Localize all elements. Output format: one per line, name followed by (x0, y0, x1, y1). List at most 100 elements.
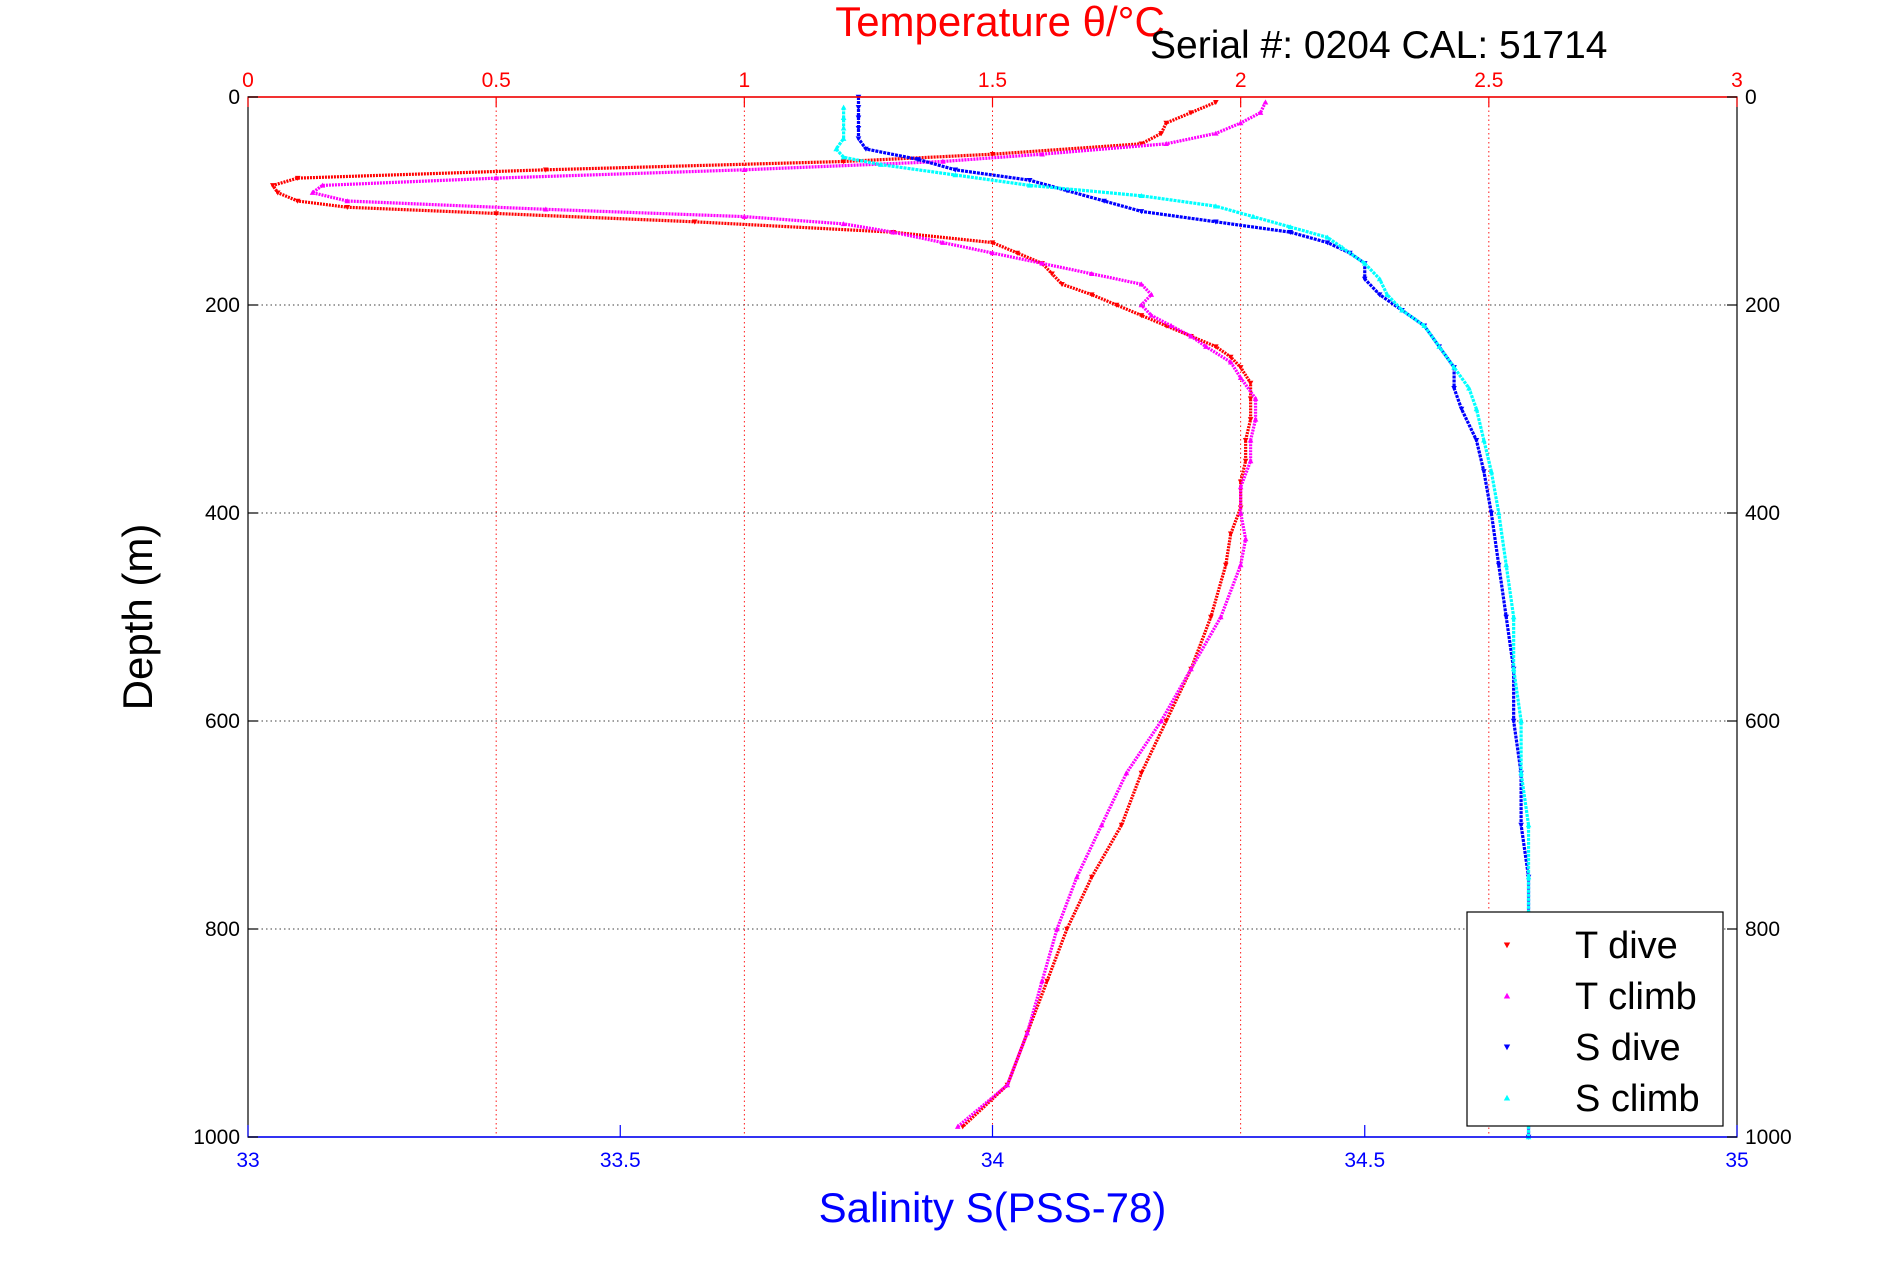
depth-tick-label-right: 800 (1745, 918, 1780, 941)
data-point-s-dive (1451, 385, 1457, 391)
data-point-s-climb (1324, 234, 1331, 240)
data-point-t-climb (1213, 130, 1219, 136)
legend-label-s-climb: S climb (1575, 1078, 1700, 1120)
data-point-t-dive (1138, 770, 1145, 776)
data-point-s-climb (1481, 437, 1487, 443)
series-t-climb (309, 99, 1269, 1129)
data-point-s-climb (1510, 666, 1517, 672)
data-point-s-climb (833, 146, 839, 152)
data-point-s-climb (840, 135, 847, 141)
data-point-t-dive (294, 198, 301, 204)
data-point-t-climb (309, 189, 316, 195)
data-point-t-climb (1188, 333, 1194, 339)
data-point-s-climb (1287, 224, 1294, 230)
depth-tick-label-left: 0 (228, 86, 240, 109)
data-point-s-climb (1518, 770, 1524, 776)
data-point-s-climb (1361, 260, 1368, 266)
data-point-s-dive (1473, 437, 1480, 443)
legend-label-s-dive: S dive (1575, 1027, 1681, 1069)
data-point-s-climb (1436, 343, 1442, 349)
data-point-t-dive (1163, 718, 1170, 724)
legend-marker-t-climb (1503, 992, 1511, 999)
data-point-t-climb (1252, 416, 1259, 422)
data-point-s-dive (1324, 240, 1331, 246)
depth-tick-label-left: 400 (205, 502, 240, 525)
data-point-s-climb (1525, 822, 1532, 828)
data-point-s-dive (1495, 562, 1502, 568)
series-t-dive (270, 99, 1254, 1130)
data-point-t-dive (1014, 250, 1021, 256)
data-point-s-climb (1495, 510, 1502, 516)
data-point-t-climb (1088, 271, 1095, 277)
data-point-s-dive (1376, 292, 1383, 298)
data-point-t-climb (1138, 302, 1145, 308)
salinity-tick-label: 33 (236, 1149, 259, 1172)
data-point-t-climb (890, 229, 897, 235)
data-point-t-climb (1262, 99, 1269, 105)
salinity-tick-label: 33.5 (600, 1149, 641, 1172)
temperature-tick-label: 3 (1731, 69, 1743, 92)
temperature-tick-label: 0 (242, 69, 254, 92)
data-point-t-climb (1148, 291, 1155, 297)
data-point-s-climb (1466, 385, 1472, 391)
data-point-t-dive (1247, 380, 1254, 386)
data-point-s-dive (952, 167, 959, 173)
bottom-axis-title: Salinity S(PSS-78) (819, 1184, 1167, 1231)
salinity-tick-label: 34 (981, 1149, 1005, 1172)
data-point-s-dive (1503, 614, 1510, 620)
data-point-t-climb (1168, 323, 1174, 329)
data-point-s-dive (1213, 219, 1219, 225)
data-point-t-dive (1242, 458, 1249, 464)
legend-label-t-climb: T climb (1575, 976, 1697, 1018)
data-point-t-dive (989, 240, 996, 246)
data-point-t-climb (1237, 375, 1244, 381)
data-point-t-dive (840, 159, 847, 165)
data-point-t-climb (940, 239, 946, 245)
data-point-t-climb (954, 1123, 961, 1129)
data-point-t-dive (274, 190, 281, 196)
data-point-t-dive (1044, 978, 1050, 984)
data-point-t-climb (1098, 822, 1105, 828)
data-point-t-dive (270, 183, 276, 189)
data-point-s-climb (1399, 307, 1405, 313)
y-axis-title: Depth (m) (114, 524, 161, 711)
data-point-t-climb (940, 158, 946, 164)
data-point-t-dive (1227, 531, 1234, 537)
data-point-t-dive (1049, 271, 1055, 277)
data-point-t-climb (1247, 458, 1254, 464)
data-point-s-climb (1518, 718, 1524, 724)
data-point-t-climb (493, 175, 499, 181)
data-point-s-dive (1518, 822, 1524, 828)
data-point-s-climb (878, 161, 884, 167)
data-point-t-climb (1158, 718, 1165, 724)
data-point-t-climb (1247, 437, 1254, 443)
data-point-s-dive (1510, 718, 1517, 724)
series-trace-s-dive (856, 97, 1531, 1137)
data-point-s-climb (840, 104, 847, 110)
data-point-s-climb (1473, 406, 1480, 412)
data-point-t-climb (741, 167, 748, 173)
data-point-s-climb (840, 125, 847, 131)
data-point-s-climb (1451, 364, 1457, 370)
data-point-t-climb (1237, 484, 1244, 490)
data-point-t-dive (344, 205, 351, 211)
data-point-t-dive (493, 211, 499, 217)
data-point-s-climb (1384, 291, 1390, 297)
data-point-t-dive (1088, 874, 1095, 880)
data-point-s-climb (952, 172, 959, 178)
data-point-s-dive (855, 136, 862, 142)
data-point-t-climb (1039, 151, 1045, 157)
data-point-t-dive (691, 219, 698, 225)
data-point-t-climb (840, 221, 847, 227)
data-point-s-dive (1458, 406, 1465, 412)
data-point-s-dive (1481, 469, 1487, 475)
data-point-t-dive (1222, 562, 1229, 568)
temperature-tick-label: 1 (738, 69, 750, 92)
data-point-t-dive (1227, 354, 1234, 360)
data-point-t-climb (344, 198, 351, 204)
data-point-s-dive (855, 125, 862, 131)
data-point-t-climb (1039, 978, 1045, 984)
data-point-t-climb (1242, 536, 1249, 542)
data-point-t-dive (1247, 396, 1254, 402)
